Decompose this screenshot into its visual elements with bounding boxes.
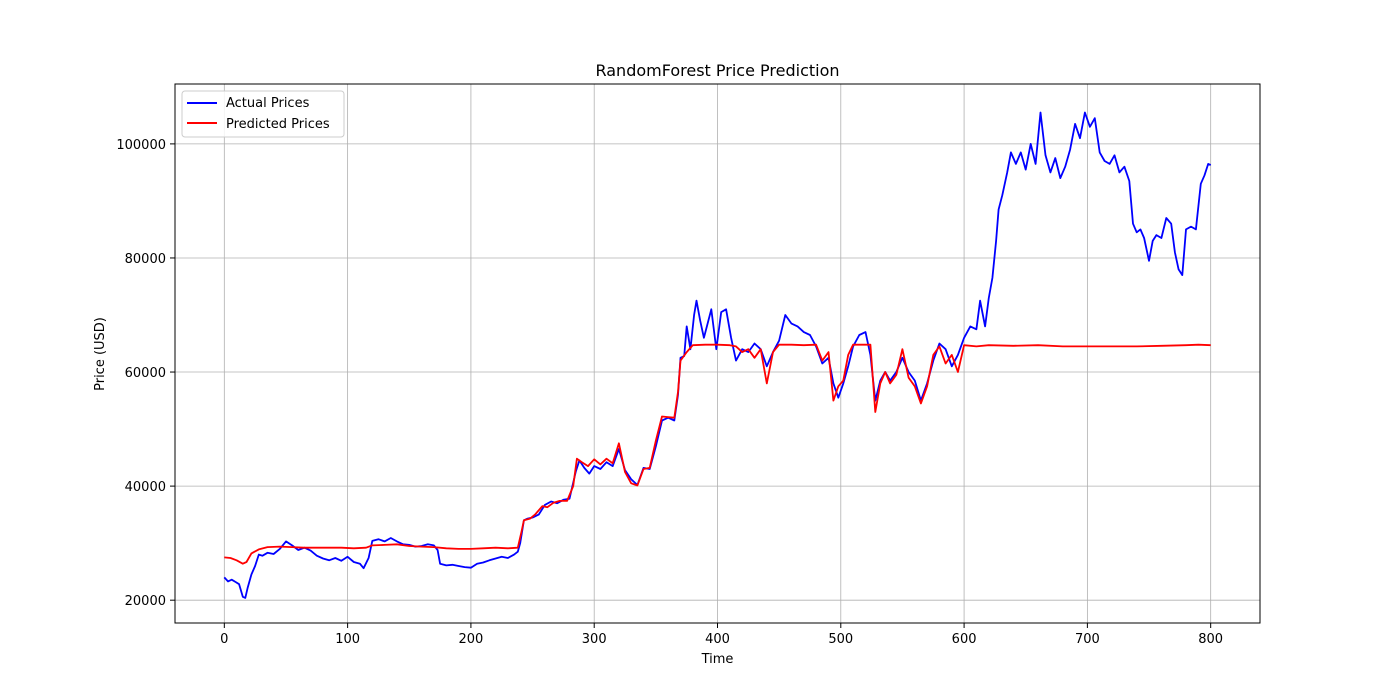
legend-label-predicted-prices: Predicted Prices xyxy=(226,117,330,132)
y-tick-label: 40000 xyxy=(125,480,166,495)
legend-box xyxy=(181,90,345,138)
plot-area-frame xyxy=(174,83,1261,624)
x-tick-label: 100 xyxy=(335,632,360,647)
y-tick-label: 60000 xyxy=(125,366,166,381)
grid-lines xyxy=(175,84,1260,623)
x-tick-label: 300 xyxy=(582,632,607,647)
x-axis-label: Time xyxy=(701,652,734,667)
x-axis-ticks: 0 100 200 300 400 500 600 700 800 xyxy=(220,623,1223,647)
legend: Actual Prices Predicted Prices xyxy=(181,90,345,138)
x-tick-label: 200 xyxy=(458,632,483,647)
x-tick-label: 800 xyxy=(1198,632,1223,647)
x-tick-label: 500 xyxy=(828,632,853,647)
series-line-actual-prices xyxy=(223,111,1212,599)
y-tick-label: 100000 xyxy=(116,138,166,153)
y-tick-label: 80000 xyxy=(125,252,166,267)
x-tick-label: 600 xyxy=(952,632,977,647)
x-tick-label: 0 xyxy=(220,632,228,647)
chart-title: RandomForest Price Prediction xyxy=(595,61,839,80)
series-lines xyxy=(223,111,1212,599)
y-tick-label: 20000 xyxy=(125,594,166,609)
legend-label-actual-prices: Actual Prices xyxy=(226,96,310,111)
y-axis-ticks: 20000 40000 60000 80000 100000 xyxy=(116,138,175,609)
y-axis-label: Price (USD) xyxy=(93,317,108,391)
series-line-predicted-prices xyxy=(224,343,1211,565)
x-tick-label: 700 xyxy=(1075,632,1100,647)
x-tick-label: 400 xyxy=(705,632,730,647)
